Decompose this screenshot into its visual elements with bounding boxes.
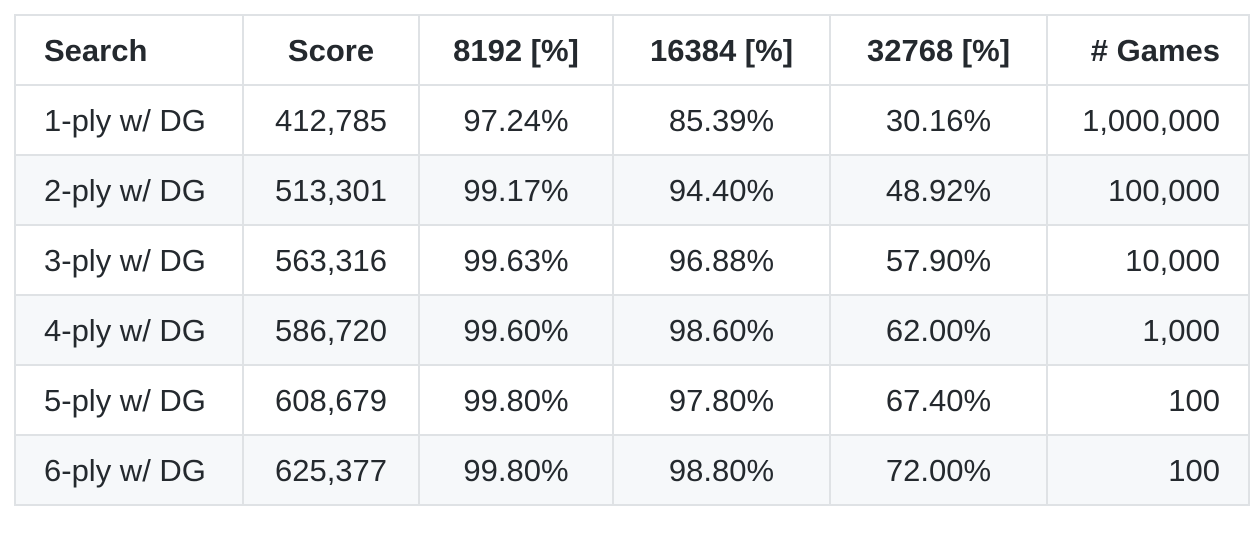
table-row: 4-ply w/ DG 586,720 99.60% 98.60% 62.00%…	[14, 294, 1250, 366]
table-row: 3-ply w/ DG 563,316 99.63% 96.88% 57.90%…	[14, 224, 1250, 296]
cell-8192: 97.24%	[418, 84, 614, 156]
cell-score: 608,679	[242, 364, 420, 436]
cell-search: 5-ply w/ DG	[14, 364, 244, 436]
cell-32768: 62.00%	[829, 294, 1048, 366]
cell-search: 4-ply w/ DG	[14, 294, 244, 366]
header-games: # Games	[1046, 14, 1250, 86]
cell-search: 6-ply w/ DG	[14, 434, 244, 506]
cell-games: 1,000,000	[1046, 84, 1250, 156]
cell-score: 625,377	[242, 434, 420, 506]
cell-8192: 99.60%	[418, 294, 614, 366]
cell-8192: 99.80%	[418, 434, 614, 506]
header-search: Search	[14, 14, 244, 86]
header-score: Score	[242, 14, 420, 86]
cell-32768: 30.16%	[829, 84, 1048, 156]
cell-games: 100	[1046, 434, 1250, 506]
cell-32768: 67.40%	[829, 364, 1048, 436]
cell-32768: 72.00%	[829, 434, 1048, 506]
cell-16384: 85.39%	[612, 84, 831, 156]
header-32768: 32768 [%]	[829, 14, 1048, 86]
cell-8192: 99.80%	[418, 364, 614, 436]
cell-search: 2-ply w/ DG	[14, 154, 244, 226]
cell-8192: 99.63%	[418, 224, 614, 296]
cell-16384: 98.80%	[612, 434, 831, 506]
cell-score: 513,301	[242, 154, 420, 226]
results-table-container: Search Score 8192 [%] 16384 [%] 32768 [%…	[14, 14, 1250, 506]
table-row: 5-ply w/ DG 608,679 99.80% 97.80% 67.40%…	[14, 364, 1250, 436]
table-row: 2-ply w/ DG 513,301 99.17% 94.40% 48.92%…	[14, 154, 1250, 226]
cell-games: 100,000	[1046, 154, 1250, 226]
cell-games: 1,000	[1046, 294, 1250, 366]
cell-16384: 98.60%	[612, 294, 831, 366]
cell-search: 1-ply w/ DG	[14, 84, 244, 156]
results-table: Search Score 8192 [%] 16384 [%] 32768 [%…	[14, 14, 1250, 506]
cell-games: 100	[1046, 364, 1250, 436]
cell-score: 586,720	[242, 294, 420, 366]
cell-16384: 94.40%	[612, 154, 831, 226]
cell-16384: 97.80%	[612, 364, 831, 436]
cell-8192: 99.17%	[418, 154, 614, 226]
cell-16384: 96.88%	[612, 224, 831, 296]
table-row: 1-ply w/ DG 412,785 97.24% 85.39% 30.16%…	[14, 84, 1250, 156]
header-8192: 8192 [%]	[418, 14, 614, 86]
cell-search: 3-ply w/ DG	[14, 224, 244, 296]
cell-games: 10,000	[1046, 224, 1250, 296]
cell-score: 412,785	[242, 84, 420, 156]
cell-32768: 57.90%	[829, 224, 1048, 296]
header-row: Search Score 8192 [%] 16384 [%] 32768 [%…	[14, 14, 1250, 86]
cell-32768: 48.92%	[829, 154, 1048, 226]
table-row: 6-ply w/ DG 625,377 99.80% 98.80% 72.00%…	[14, 434, 1250, 506]
cell-score: 563,316	[242, 224, 420, 296]
header-16384: 16384 [%]	[612, 14, 831, 86]
